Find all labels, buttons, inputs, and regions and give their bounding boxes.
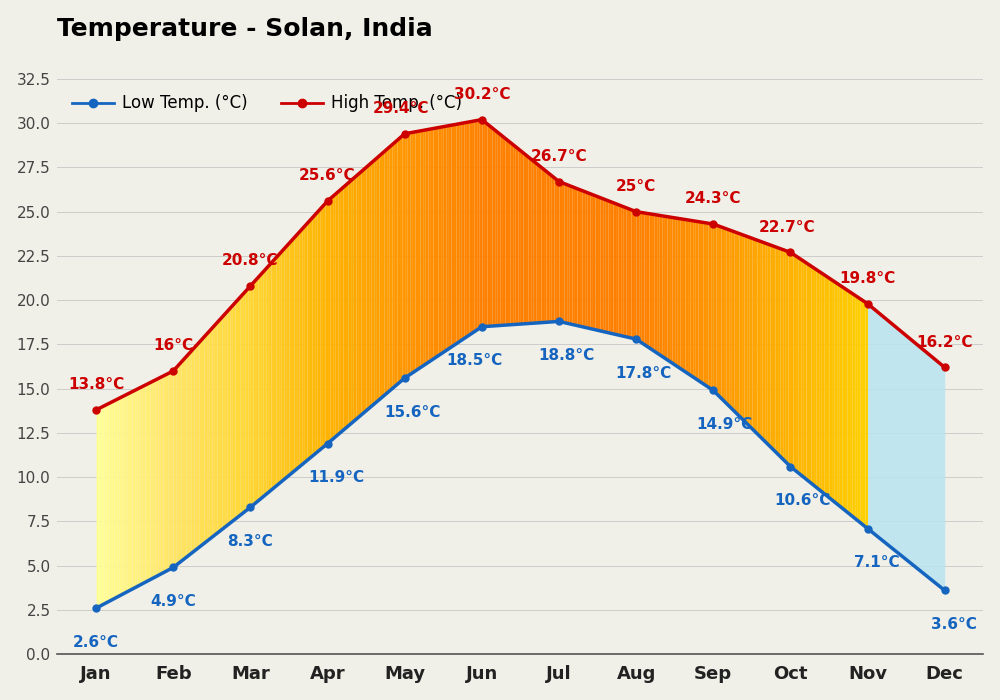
Text: 22.7°C: 22.7°C [758,220,815,235]
Text: 8.3°C: 8.3°C [227,534,273,549]
Text: 18.8°C: 18.8°C [539,348,595,363]
Text: Temperature - Solan, India: Temperature - Solan, India [57,17,433,41]
Text: 26.7°C: 26.7°C [531,149,587,164]
Text: 30.2°C: 30.2°C [454,87,510,102]
Text: 16.2°C: 16.2°C [917,335,973,350]
Text: 16°C: 16°C [153,338,193,354]
Text: 14.9°C: 14.9°C [697,417,753,432]
Text: 25°C: 25°C [616,179,656,194]
Text: 2.6°C: 2.6°C [73,635,119,650]
Text: 17.8°C: 17.8°C [616,365,672,381]
Text: 13.8°C: 13.8°C [68,377,124,392]
Text: 3.6°C: 3.6°C [931,617,977,632]
Text: 7.1°C: 7.1°C [854,555,900,570]
Text: 4.9°C: 4.9°C [150,594,196,609]
Text: 11.9°C: 11.9°C [309,470,365,485]
Text: 19.8°C: 19.8°C [839,271,896,286]
Text: 18.5°C: 18.5°C [446,354,502,368]
Text: 29.4°C: 29.4°C [373,101,429,116]
Text: 10.6°C: 10.6°C [774,493,830,508]
Text: 25.6°C: 25.6°C [299,168,356,183]
Legend: Low Temp. (°C), High Temp. (°C): Low Temp. (°C), High Temp. (°C) [66,88,469,119]
Text: 20.8°C: 20.8°C [222,253,279,268]
Text: 15.6°C: 15.6°C [384,405,441,419]
Text: 24.3°C: 24.3°C [685,191,742,206]
